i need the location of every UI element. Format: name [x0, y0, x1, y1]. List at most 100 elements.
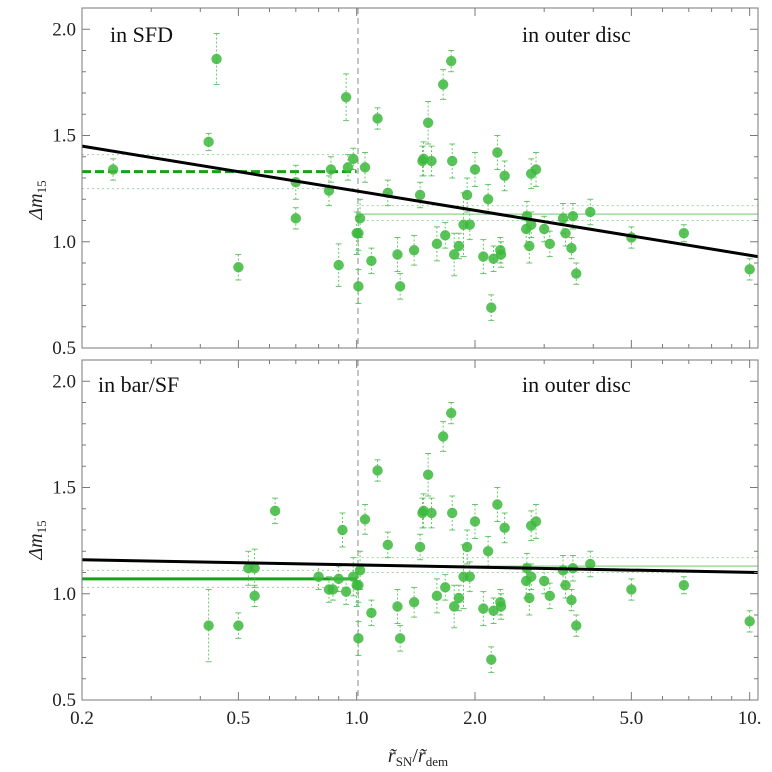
top-data-point: [678, 228, 690, 239]
top-data-point: [426, 155, 437, 167]
top-data-point: [530, 164, 542, 175]
top-ytick-label: 2.0: [52, 19, 76, 40]
bottom-ytick-label: 1.5: [52, 478, 76, 499]
bottom-data-point: [464, 571, 475, 582]
bottom-data-point: [571, 620, 582, 631]
bottom-annotation-left: in bar/SF: [98, 372, 179, 397]
bottom-frame: [81, 359, 759, 701]
bottom-data-point: [418, 505, 429, 517]
bottom-data-point: [524, 592, 535, 604]
bottom-data-point: [327, 584, 339, 595]
bottom-points: [203, 407, 755, 665]
top-data-point: [585, 206, 596, 218]
bottom-data-point: [333, 573, 344, 585]
bottom-data-point: [566, 594, 577, 606]
top-y-axis-label: Δm15: [25, 180, 49, 220]
bottom-data-point: [560, 580, 571, 591]
xlabel-den-main: r̃: [418, 745, 427, 767]
top-data-point: [461, 189, 473, 201]
top-data-point: [525, 219, 537, 230]
bottom-data-point: [426, 507, 437, 519]
bottom-ylabel-sub: 15: [34, 520, 49, 533]
top-data-point: [499, 170, 510, 182]
bottom-ytick-label: 1.0: [52, 584, 76, 605]
xtick-label: 1.0: [345, 708, 369, 729]
bottom-yticks: 0.5 1.0 1.5 2.0: [52, 371, 758, 711]
top-data-point: [354, 213, 366, 224]
bottom-data-point: [372, 465, 383, 476]
top-data-point: [392, 249, 403, 260]
bottom-data-point: [525, 571, 537, 582]
top-data-point: [464, 219, 475, 230]
bottom-data-point: [626, 584, 637, 595]
bottom-data-point: [440, 582, 451, 593]
top-data-point: [486, 302, 497, 313]
top-data-point: [290, 213, 302, 224]
top-data-point: [557, 213, 569, 224]
bottom-data-point: [337, 524, 348, 536]
bottom-data-point: [585, 558, 596, 570]
top-data-point: [448, 249, 460, 260]
bottom-y-axis-label: Δm15: [25, 520, 49, 560]
xtick-label: 2.0: [463, 708, 487, 729]
bottom-data-point: [486, 654, 497, 665]
bottom-data-point: [678, 580, 690, 591]
top-points: [107, 53, 755, 313]
bottom-data-point: [249, 590, 260, 602]
bottom-errorbars: [205, 402, 753, 673]
top-data-point: [325, 164, 337, 175]
bottom-data-point: [203, 620, 214, 631]
top-bands: [82, 154, 758, 221]
bottom-data-point: [495, 601, 507, 612]
xtick-label: 0.5: [227, 708, 251, 729]
bottom-data-point: [359, 514, 371, 525]
top-data-point: [431, 238, 443, 250]
bottom-data-point: [354, 565, 366, 576]
top-data-point: [437, 79, 449, 90]
bottom-data-point: [353, 633, 364, 644]
top-data-point: [492, 147, 503, 158]
top-data-point: [353, 228, 364, 239]
top-data-point: [372, 113, 383, 124]
bottom-data-point: [392, 601, 403, 612]
bottom-data-point: [382, 539, 394, 551]
bottom-data-point: [530, 516, 542, 527]
top-data-point: [453, 240, 465, 252]
xlabel-num-main: r̃: [388, 745, 397, 767]
bottom-data-point: [353, 580, 364, 591]
top-data-point: [203, 136, 214, 148]
bottom-data-point: [414, 541, 426, 553]
xtick-label: 0.2: [70, 708, 94, 729]
top-data-point: [566, 242, 577, 254]
xtick-label: 10.: [738, 708, 762, 729]
top-yticks: 0.5 1.0 1.5 2.0: [52, 19, 758, 359]
bottom-data-point: [461, 541, 473, 553]
top-frame: [81, 7, 759, 349]
bottom-annotation-right: in outer disc: [522, 372, 631, 397]
top-data-point: [353, 281, 364, 292]
bottom-data-point: [492, 499, 503, 510]
xlabel-sep: /: [412, 745, 418, 767]
top-data-point: [348, 153, 359, 165]
bottom-data-point: [446, 407, 457, 419]
bottom-data-point: [394, 633, 406, 644]
bottom-ytick-label: 0.5: [52, 690, 76, 711]
top-errorbars: [110, 33, 753, 321]
top-data-point: [567, 211, 579, 222]
top-ytick-label: 1.5: [52, 126, 76, 147]
top-ytick-label: 1.0: [52, 232, 76, 253]
top-ylabel-main: Δm: [25, 193, 47, 220]
top-data-point: [333, 259, 344, 271]
top-data-point: [440, 230, 451, 241]
bottom-data-point: [269, 505, 281, 517]
bottom-xticks: 0.2 0.5 1.0 2.0 5.0 10.: [70, 360, 762, 729]
top-data-point: [422, 117, 434, 128]
top-data-point: [524, 240, 535, 252]
top-data-point: [478, 251, 489, 262]
top-data-point: [744, 264, 755, 275]
top-data-point: [394, 281, 406, 292]
bottom-data-point: [478, 603, 489, 614]
bottom-data-point: [437, 431, 449, 442]
top-annotation-right: in outer disc: [522, 22, 631, 47]
